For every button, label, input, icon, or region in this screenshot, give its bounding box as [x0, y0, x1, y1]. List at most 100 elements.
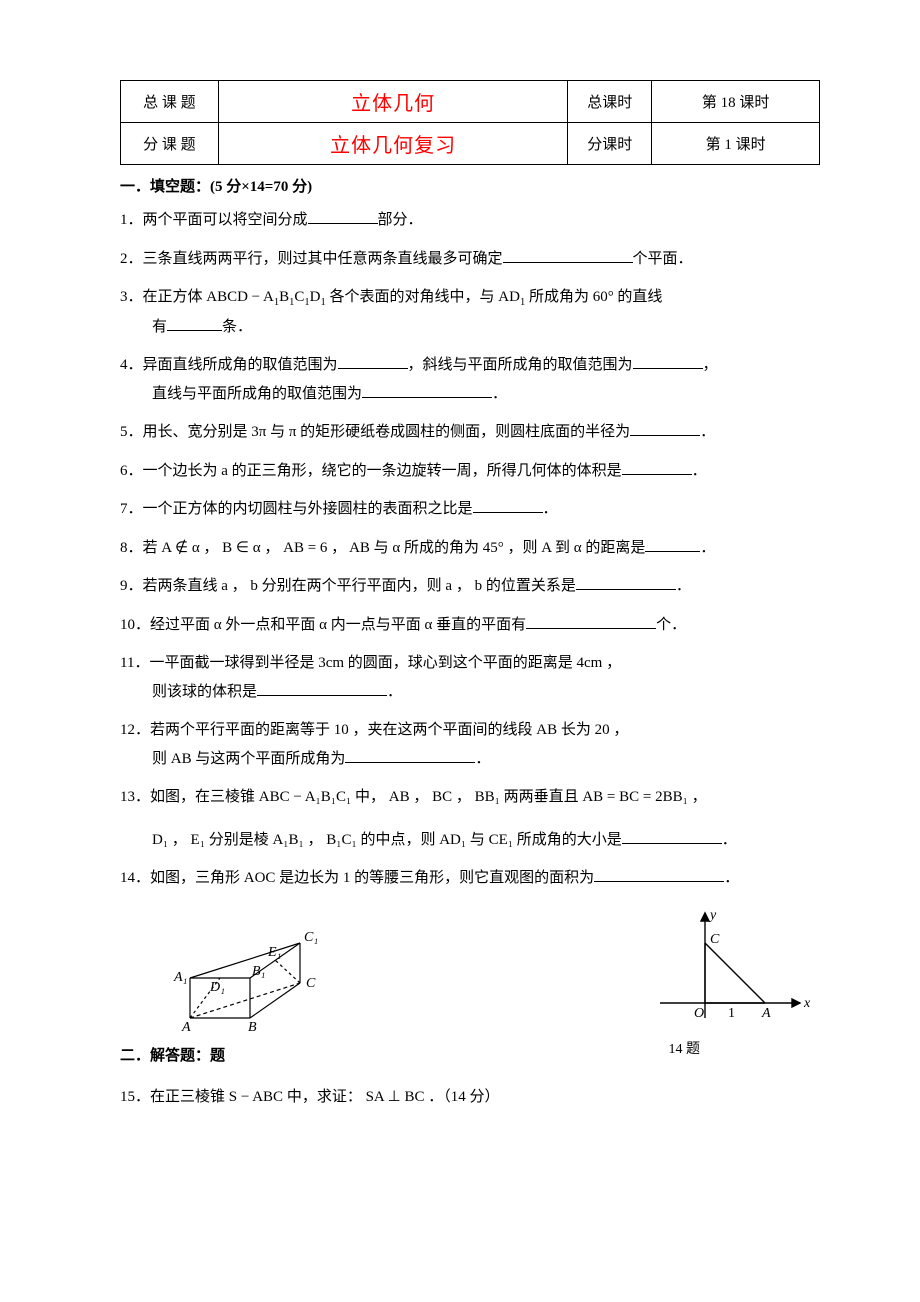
q4-blank1 [338, 353, 408, 369]
q6-blank [622, 459, 692, 475]
q10-blank [526, 613, 656, 629]
question-8: 8．若 A ∉ α ， B ∈ α ， AB = 6 ， AB 与 α 所成的角… [120, 534, 820, 563]
label-A1: A₁ [173, 970, 187, 985]
q4c: ， [703, 357, 718, 373]
cell-r1c2: 立体几何 [218, 81, 568, 123]
label-B: B [248, 1020, 257, 1035]
q4e: ． [492, 386, 507, 402]
figure-13: A B C A₁ B₁ C₁ D₁ E₁ [160, 903, 340, 1038]
question-10: 10．经过平面 α 外一点和平面 α 内一点与平面 α 垂直的平面有 个． [120, 611, 820, 640]
label-A: A [181, 1020, 191, 1035]
q10b: 个． [656, 617, 686, 633]
cell-r2c2: 立体几何复习 [218, 123, 568, 165]
label-D1: D₁ [209, 980, 225, 995]
q9a: 9．若两条直线 a ， b 分别在两个平行平面内，则 a ， b 的位置关系是 [120, 578, 576, 594]
q13b: D₁ ， E₁ 分别是棱 A₁B₁ ， B₁C₁ 的中点，则 AD₁ 与 CE₁… [152, 832, 622, 848]
prism-diagram: A B C A₁ B₁ C₁ D₁ E₁ [160, 903, 340, 1033]
cell-r1c3: 总课时 [568, 81, 652, 123]
cell-r2c1: 分 课 题 [121, 123, 219, 165]
question-12: 12．若两个平行平面的距离等于 10 ，夹在这两个平面间的线段 AB 长为 20… [120, 716, 820, 773]
question-15: 15．在正三棱锥 S − ABC 中，求证： SA ⊥ BC ．（14 分） [120, 1083, 820, 1112]
q7b: ． [543, 501, 558, 517]
q4d: 直线与平面所成角的取值范围为 [152, 386, 362, 402]
q12a: 12．若两个平行平面的距离等于 10 ，夹在这两个平面间的线段 AB 长为 20… [120, 722, 628, 738]
figure-14: O 1 A C x y [650, 903, 820, 1038]
q14b: ． [724, 870, 739, 886]
q15-text: 15．在正三棱锥 S − ABC 中，求证： SA ⊥ BC ．（14 分） [120, 1089, 500, 1105]
q1-blank [308, 208, 378, 224]
question-7: 7．一个正方体的内切圆柱与外接圆柱的表面积之比是 ． [120, 495, 820, 524]
q5b: ． [700, 424, 715, 440]
q8-blank [645, 536, 700, 552]
q12c: ． [475, 751, 490, 767]
label-1: 1 [728, 1006, 735, 1021]
q4a: 4．异面直线所成角的取值范围为 [120, 357, 338, 373]
q6a: 6．一个边长为 a 的正三角形，绕它的一条边旋转一周，所得几何体的体积是 [120, 463, 622, 479]
question-4: 4．异面直线所成角的取值范围为 ，斜线与平面所成角的取值范围为 ， 直线与平面所成角… [120, 351, 820, 408]
cell-r1c4: 第 18 课时 [652, 81, 820, 123]
q14a: 14．如图，三角形 AOC 是边长为 1 的等腰三角形，则它直观图的面积为 [120, 870, 594, 886]
question-13: 13．如图，在三棱锥 ABC − A₁B₁C₁ 中， AB ， BC ， BB₁… [120, 783, 820, 854]
q1-text: 1．两个平面可以将空间分成 [120, 212, 308, 228]
figures-row: A B C A₁ B₁ C₁ D₁ E₁ [160, 903, 820, 1038]
q13a: 13．如图，在三棱锥 ABC − A₁B₁C₁ 中， AB ， BC ， BB₁… [120, 789, 707, 805]
triangle-diagram: O 1 A C x y [650, 903, 820, 1033]
q10a: 10．经过平面 α 外一点和平面 α 内一点与平面 α 垂直的平面有 [120, 617, 526, 633]
label-Ax: A [761, 1006, 771, 1021]
section-2-title: 二．解答题：题 [120, 1044, 225, 1065]
q3g: 有 [152, 319, 167, 335]
label-Cy: C [710, 932, 720, 947]
label-y: y [708, 908, 717, 923]
q3d: D [310, 289, 321, 305]
q2-tail: 个平面． [633, 251, 693, 267]
q3h: 条． [222, 319, 252, 335]
q1-tail: 部分． [378, 212, 423, 228]
q12-blank [345, 747, 475, 763]
q3a: 3．在正方体 ABCD − A [120, 289, 274, 305]
label-C: C [306, 976, 316, 991]
q11-blank [257, 680, 387, 696]
q2-text: 2．三条直线两两平行，则过其中任意两条直线最多可确定 [120, 251, 503, 267]
q11b: 则该球的体积是 [152, 684, 257, 700]
section-1-title: 一．填空题：(5 分×14=70 分) [120, 175, 820, 196]
label-O: O [694, 1006, 704, 1021]
label-E1: E₁ [267, 945, 281, 960]
question-6: 6．一个边长为 a 的正三角形，绕它的一条边旋转一周，所得几何体的体积是 ． [120, 457, 820, 486]
q5-blank [630, 420, 700, 436]
question-2: 2．三条直线两两平行，则过其中任意两条直线最多可确定 个平面． [120, 245, 820, 274]
q9-blank [576, 574, 676, 590]
q3-blank [167, 315, 222, 331]
q9b: ． [676, 578, 691, 594]
q7-blank [473, 497, 543, 513]
q4-blank3 [362, 382, 492, 398]
q3c: C [294, 289, 304, 305]
q11a: 11．一平面截一球得到半径是 3cm 的圆面，球心到这个平面的距离是 4cm ， [120, 655, 621, 671]
question-1: 1．两个平面可以将空间分成 部分． [120, 206, 820, 235]
q4b: ，斜线与平面所成角的取值范围为 [408, 357, 633, 373]
q3b: B [279, 289, 289, 305]
question-9: 9．若两条直线 a ， b 分别在两个平行平面内，则 a ， b 的位置关系是 ． [120, 572, 820, 601]
cell-r1c1: 总 课 题 [121, 81, 219, 123]
question-11: 11．一平面截一球得到半径是 3cm 的圆面，球心到这个平面的距离是 4cm ，… [120, 649, 820, 706]
q6b: ． [692, 463, 707, 479]
q8a: 8．若 A ∉ α ， B ∈ α ， AB = 6 ， AB 与 α 所成的角… [120, 540, 645, 556]
question-3: 3．在正方体 ABCD − A1B1C1D1 各个表面的对角线中，与 AD1 所… [120, 283, 820, 341]
q4-blank2 [633, 353, 703, 369]
label-x: x [803, 996, 811, 1011]
q14-blank [594, 866, 724, 882]
cell-r2c3: 分课时 [568, 123, 652, 165]
q7a: 7．一个正方体的内切圆柱与外接圆柱的表面积之比是 [120, 501, 473, 517]
label-B1: B₁ [252, 964, 265, 979]
q5a: 5．用长、宽分别是 3π 与 π 的矩形硬纸卷成圆柱的侧面，则圆柱底面的半径为 [120, 424, 630, 440]
label-C1: C₁ [304, 930, 318, 945]
q11c: ． [387, 684, 402, 700]
question-5: 5．用长、宽分别是 3π 与 π 的矩形硬纸卷成圆柱的侧面，则圆柱底面的半径为 ． [120, 418, 820, 447]
fig14-label: 14 题 [669, 1038, 701, 1073]
q13c: ． [722, 832, 737, 848]
question-14: 14．如图，三角形 AOC 是边长为 1 的等腰三角形，则它直观图的面积为 ． [120, 864, 820, 893]
header-table: 总 课 题 立体几何 总课时 第 18 课时 分 课 题 立体几何复习 分课时 … [120, 80, 820, 165]
q13-blank [622, 828, 722, 844]
q2-blank [503, 247, 633, 263]
q3e: 各个表面的对角线中，与 AD [326, 289, 520, 305]
q8b: ． [700, 540, 715, 556]
